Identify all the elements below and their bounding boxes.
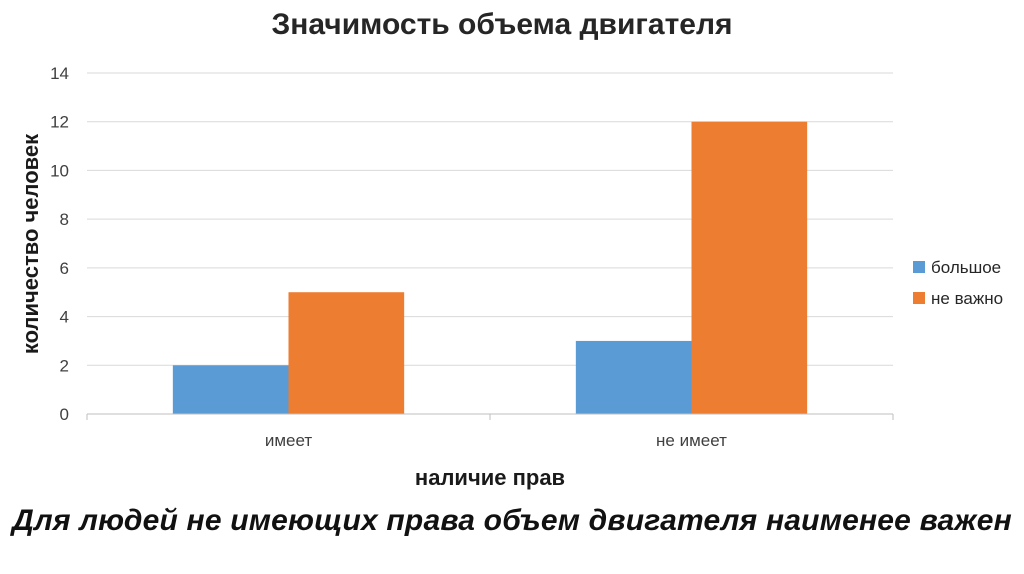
y-tick-label: 4 (60, 308, 69, 327)
y-tick-label: 8 (60, 210, 69, 229)
x-tick-label: имеет (265, 431, 313, 450)
x-axis (86, 413, 894, 420)
legend-label: не важно (931, 289, 1003, 308)
conclusion-caption: Для людей не имеющих права объем двигате… (12, 504, 1012, 537)
y-tick-label: 14 (50, 64, 69, 83)
y-tick-label: 10 (50, 161, 69, 180)
y-tick-label: 0 (60, 405, 69, 424)
bar (575, 340, 692, 414)
chart-title: Значимость объема двигателя (271, 8, 732, 41)
y-axis-title: количество человек (18, 133, 43, 354)
bar (172, 365, 289, 414)
legend-label: большое (931, 258, 1001, 277)
legend-swatch (913, 292, 925, 304)
y-tick-label: 6 (60, 259, 69, 278)
x-axis-title: наличие прав (415, 465, 565, 490)
legend: большое не важно (913, 258, 1003, 308)
x-axis-ticks: имеет не имеет (265, 431, 727, 450)
y-tick-label: 12 (50, 113, 69, 132)
x-tick-label: не имеет (656, 431, 727, 450)
y-tick-label: 2 (60, 356, 69, 375)
bar (288, 292, 405, 414)
legend-swatch (913, 261, 925, 273)
gridlines (87, 72, 893, 366)
bars (172, 121, 808, 414)
y-axis-ticks: 0 2 4 6 8 10 12 14 (50, 64, 69, 424)
bar (691, 121, 808, 414)
